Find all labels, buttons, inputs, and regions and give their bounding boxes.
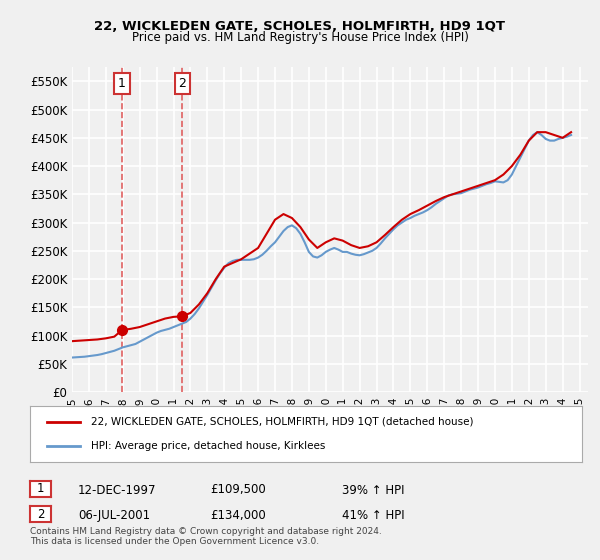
Text: 22, WICKLEDEN GATE, SCHOLES, HOLMFIRTH, HD9 1QT (detached house): 22, WICKLEDEN GATE, SCHOLES, HOLMFIRTH, …: [91, 417, 473, 427]
Text: Price paid vs. HM Land Registry's House Price Index (HPI): Price paid vs. HM Land Registry's House …: [131, 31, 469, 44]
Text: 1: 1: [118, 77, 126, 90]
Text: 12-DEC-1997: 12-DEC-1997: [78, 483, 157, 497]
Text: 2: 2: [178, 77, 186, 90]
Text: 06-JUL-2001: 06-JUL-2001: [78, 508, 150, 522]
Text: 1: 1: [37, 482, 44, 496]
Text: £109,500: £109,500: [210, 483, 266, 497]
Text: Contains HM Land Registry data © Crown copyright and database right 2024.
This d: Contains HM Land Registry data © Crown c…: [30, 526, 382, 546]
Text: 41% ↑ HPI: 41% ↑ HPI: [342, 508, 404, 522]
Text: £134,000: £134,000: [210, 508, 266, 522]
Text: HPI: Average price, detached house, Kirklees: HPI: Average price, detached house, Kirk…: [91, 441, 325, 451]
Text: 22, WICKLEDEN GATE, SCHOLES, HOLMFIRTH, HD9 1QT: 22, WICKLEDEN GATE, SCHOLES, HOLMFIRTH, …: [95, 20, 505, 32]
Text: 39% ↑ HPI: 39% ↑ HPI: [342, 483, 404, 497]
Text: 2: 2: [37, 507, 44, 521]
